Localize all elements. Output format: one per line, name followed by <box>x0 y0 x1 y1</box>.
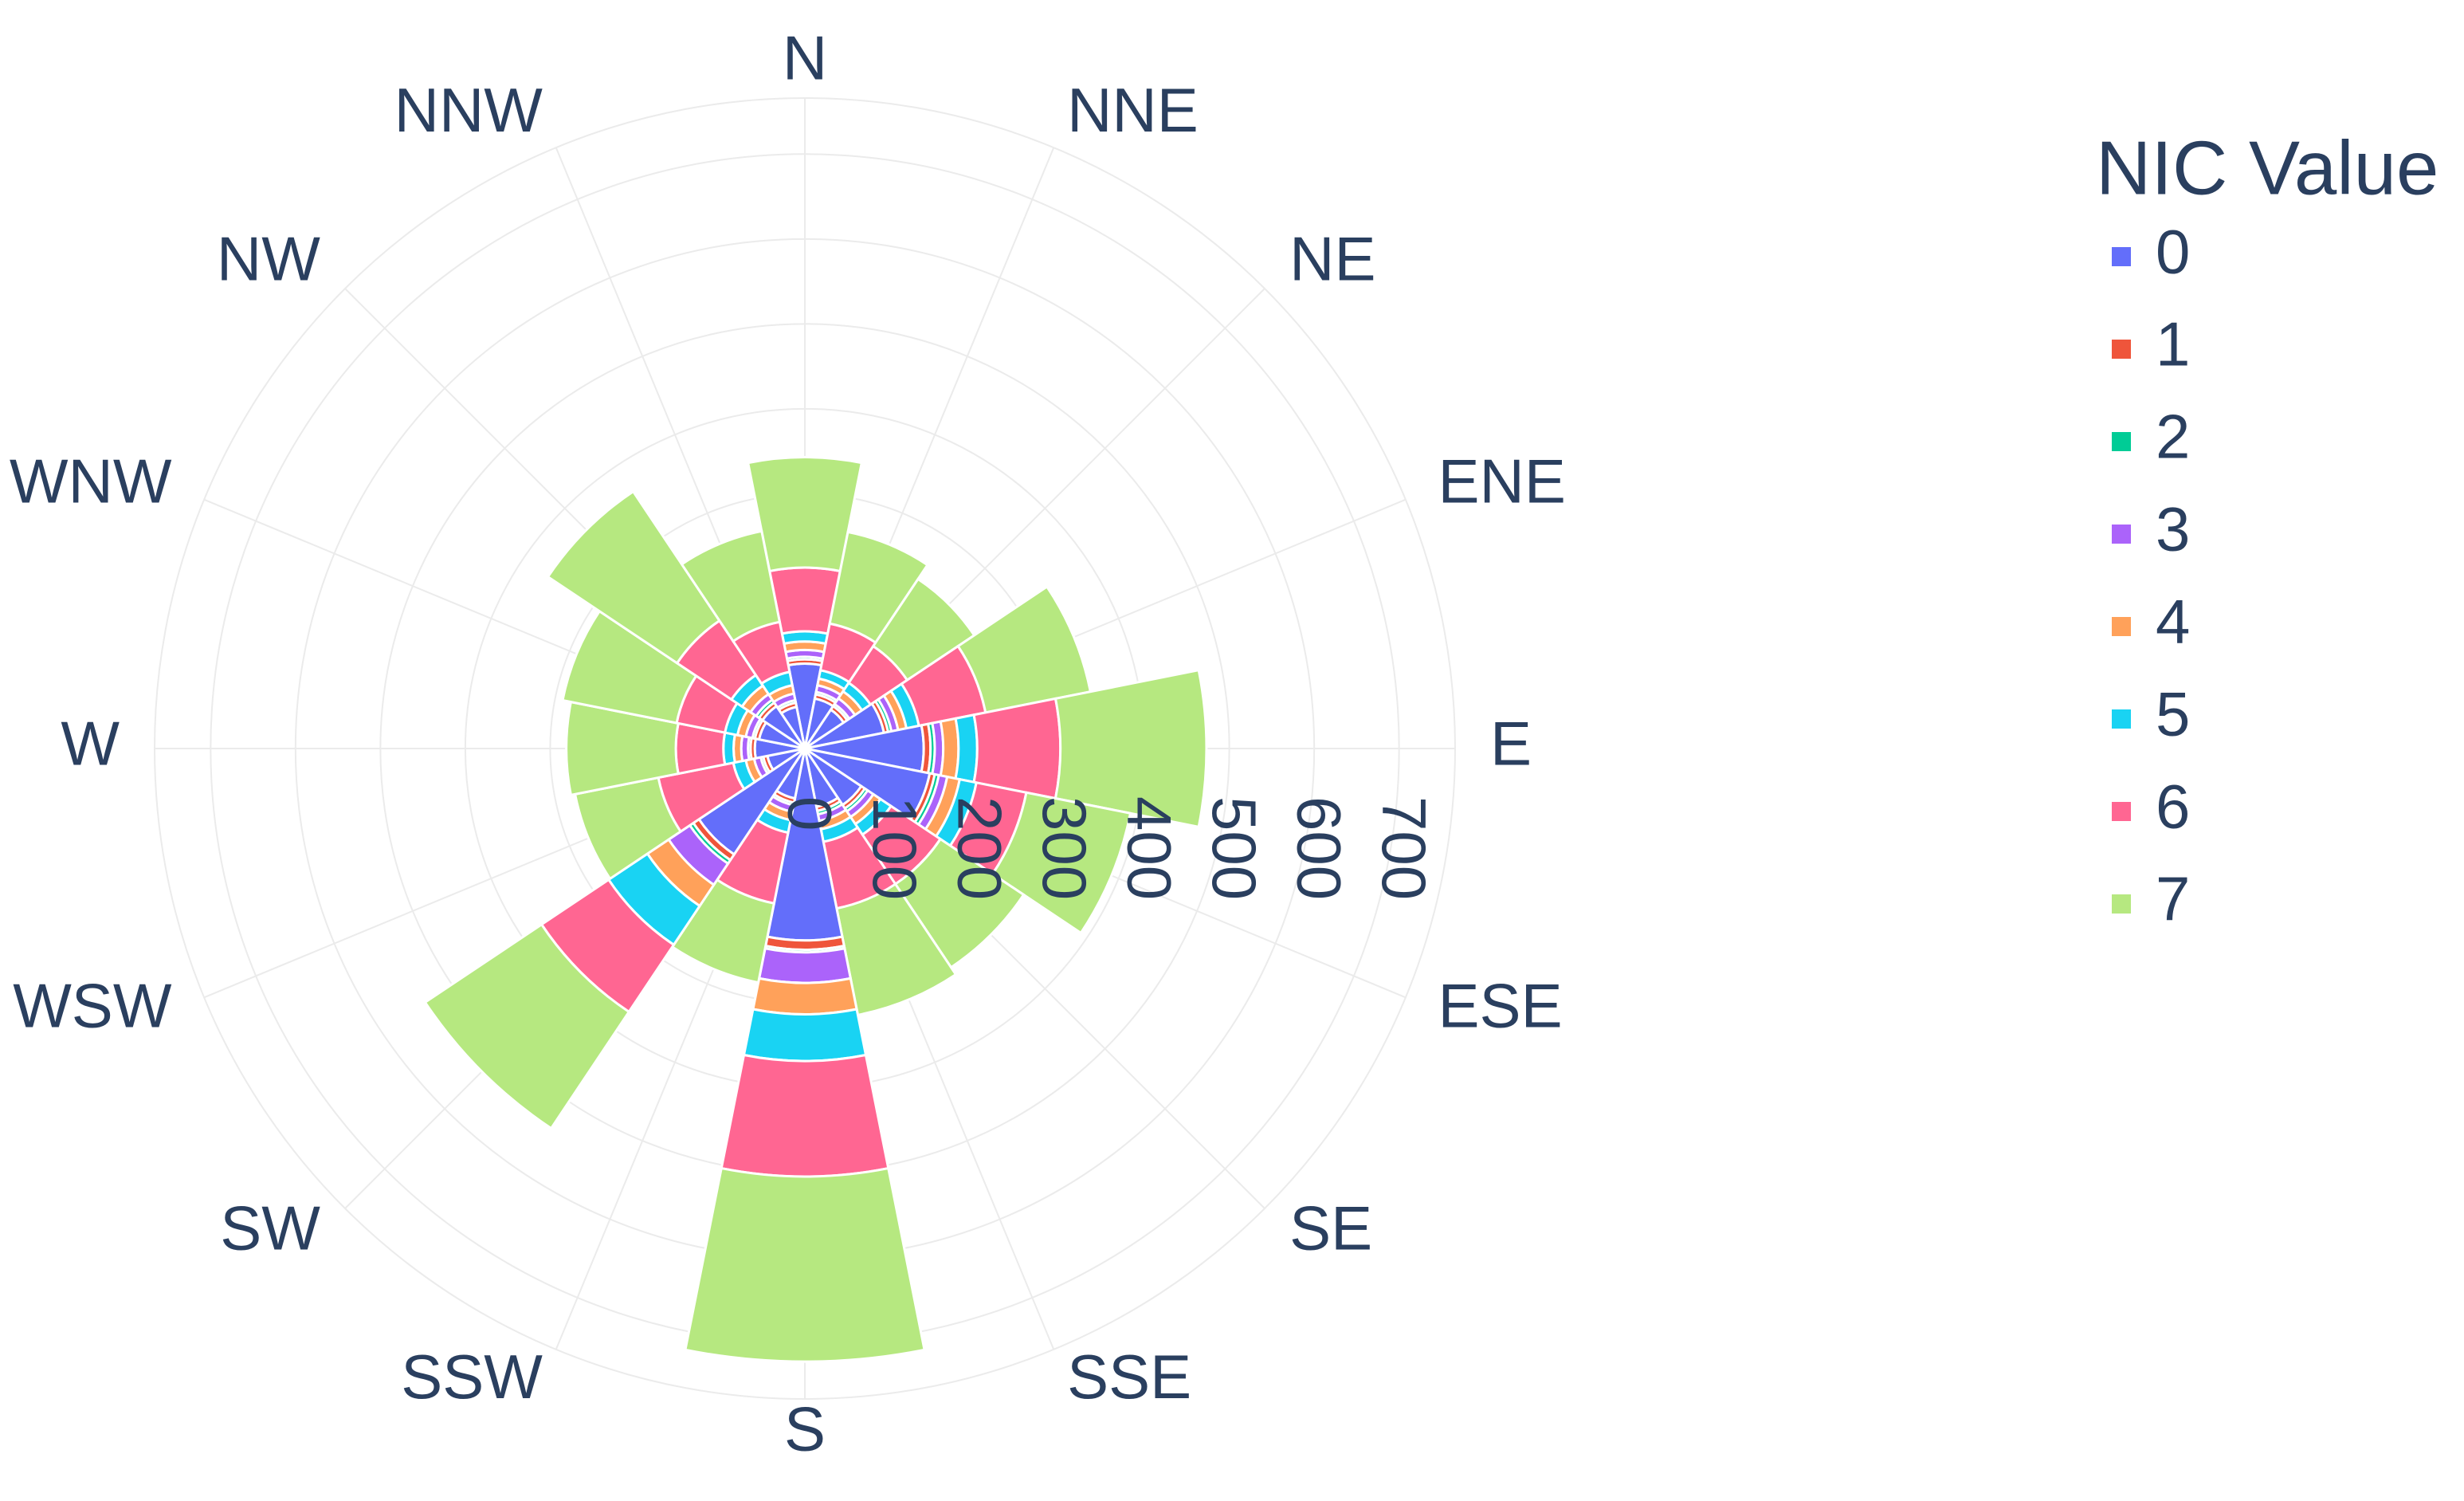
legend-label: 4 <box>2156 587 2190 657</box>
legend-label: 0 <box>2156 217 2190 287</box>
angular-tick-label: E <box>1490 709 1532 779</box>
angular-tick-label: WSW <box>13 971 172 1041</box>
radial-tick-label: 600 <box>1285 796 1355 900</box>
bar-segment <box>828 530 929 645</box>
legend-swatch <box>2112 802 2131 821</box>
legend-swatch <box>2112 340 2131 359</box>
angular-tick-label: SE <box>1289 1193 1372 1263</box>
angular-tick-label: NNW <box>394 75 543 145</box>
legend-label: 2 <box>2156 402 2190 472</box>
bar-segment <box>972 697 1062 800</box>
bar-segment <box>1053 668 1208 829</box>
angular-tick-label: N <box>783 23 827 93</box>
bar-segment <box>680 529 782 643</box>
angular-tick-label: WNW <box>10 446 172 517</box>
bar-segment <box>991 791 1132 935</box>
bar-segment <box>746 456 864 573</box>
legend-swatch <box>2112 894 2131 914</box>
bars <box>423 456 1208 1363</box>
bar-segment <box>423 922 631 1130</box>
angular-tick-label: NE <box>1289 223 1375 293</box>
bar-segment <box>757 946 853 984</box>
bar-segment <box>546 489 721 665</box>
radial-tick-label: 500 <box>1199 796 1269 900</box>
bar-segment <box>954 713 979 784</box>
legend-label: 7 <box>2156 864 2190 934</box>
angular-tick-label: ENE <box>1438 446 1566 517</box>
radial-tick-label: 100 <box>860 796 930 900</box>
radial-tick-label: 200 <box>944 796 1014 900</box>
angular-tick-label: NNE <box>1067 75 1199 145</box>
bar-segment <box>742 1008 868 1063</box>
angular-tick-label: NW <box>217 223 320 293</box>
bar-segment <box>751 976 858 1016</box>
angular-tick-label: SSE <box>1067 1342 1191 1412</box>
legend-swatch <box>2112 432 2131 451</box>
radial-tick-label: 0 <box>775 796 845 831</box>
legend-swatch <box>2112 617 2131 636</box>
bar-segment <box>939 717 960 780</box>
legend-title: NIC Value <box>2096 125 2438 210</box>
radial-tick-label: 400 <box>1115 796 1185 900</box>
angular-tick-label: W <box>61 709 120 779</box>
angular-tick-label: SW <box>220 1193 320 1263</box>
angular-tick-label: S <box>784 1394 826 1464</box>
bar-segment <box>565 700 680 797</box>
legend-swatch <box>2112 709 2131 729</box>
bar-segment <box>720 1053 890 1178</box>
angular-tick-label: ESE <box>1438 971 1563 1041</box>
legend-swatch <box>2112 525 2131 544</box>
legend-label: 6 <box>2156 772 2190 842</box>
legend-label: 5 <box>2156 679 2190 749</box>
radial-tick-label: 300 <box>1030 796 1100 900</box>
legend-swatch <box>2112 247 2131 266</box>
angular-tick-label: SSW <box>401 1342 543 1412</box>
radial-tick-label: 700 <box>1369 796 1439 900</box>
legend-label: 1 <box>2156 309 2190 379</box>
bar-segment <box>684 1166 926 1363</box>
legend-label: 3 <box>2156 494 2190 564</box>
